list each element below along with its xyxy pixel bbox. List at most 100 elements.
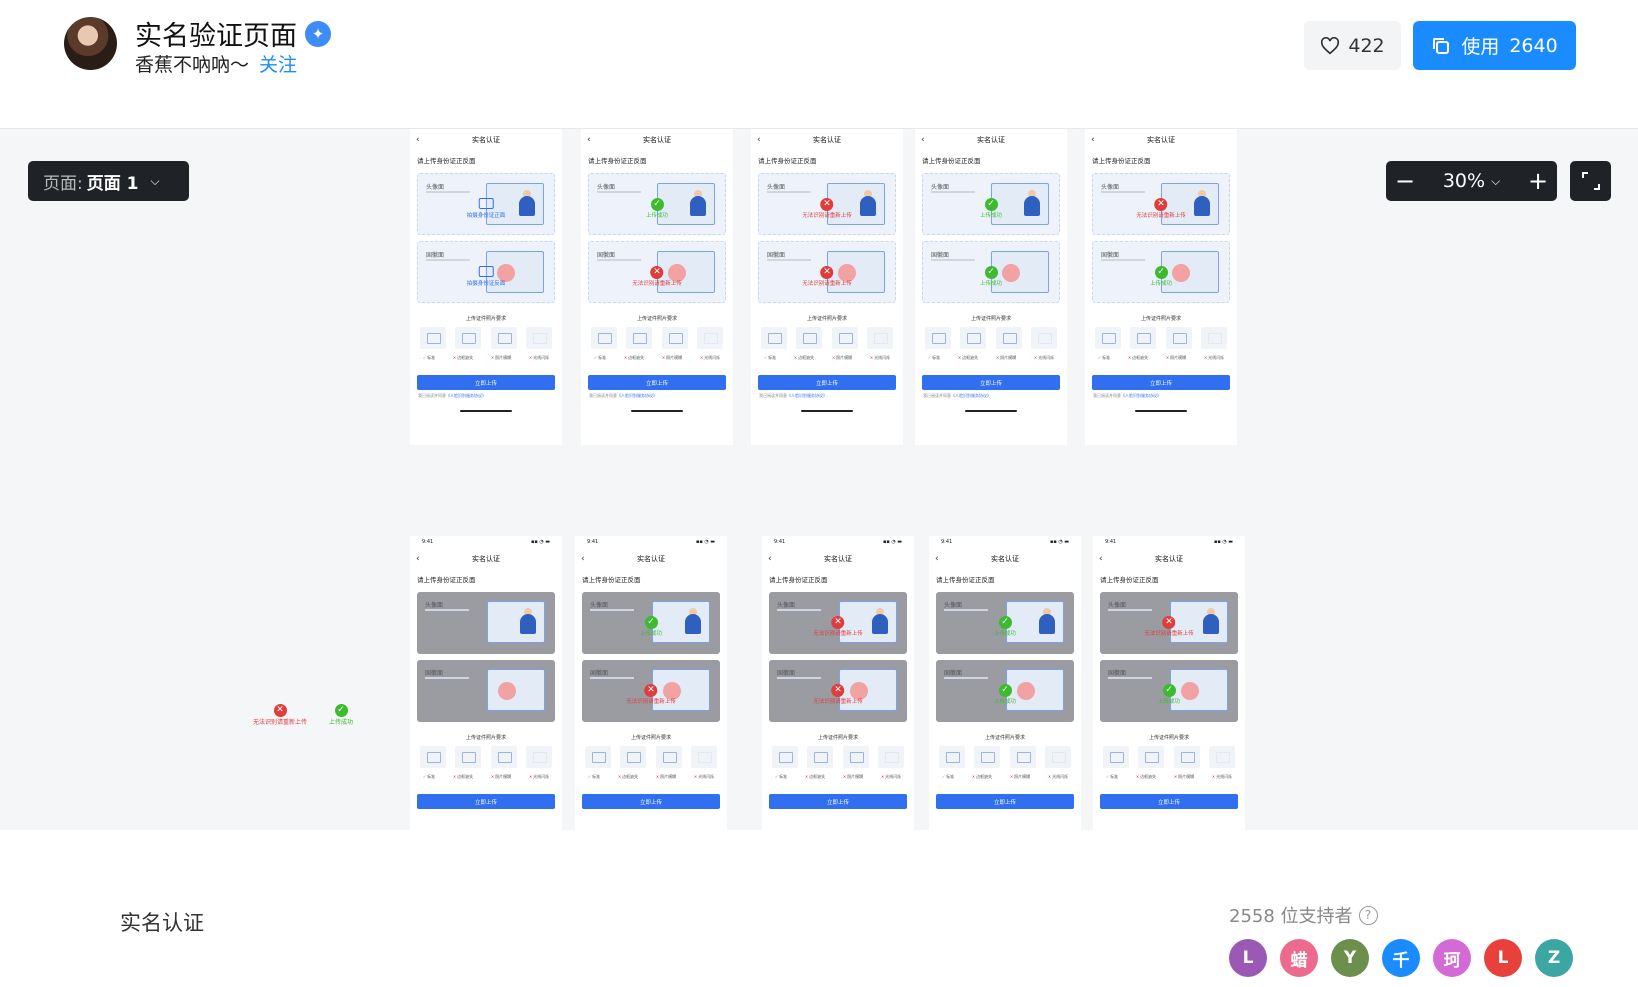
upload-heading: 请上传身份证正反面 xyxy=(922,157,981,165)
help-icon[interactable]: ? xyxy=(1358,905,1378,925)
requirement-flag: ✕光线闪烁 xyxy=(699,355,721,360)
screen-artboard[interactable]: ‹ 实名认证 请上传身份证正反面 头像面 ✓ 上传成功 国徽面 ✕ 无法识别请重新上传 上传证件照… xyxy=(581,129,733,445)
nav-title: 实名认证 xyxy=(1147,136,1175,144)
requirement-flag: ✕光线闪烁 xyxy=(693,774,715,779)
nav-title: 实名认证 xyxy=(977,136,1005,144)
id-upload-card[interactable]: 头像面 ✓ 上传成功 xyxy=(922,173,1060,235)
id-upload-card[interactable]: 头像面 拍摄身份证正面 xyxy=(417,173,555,235)
supporter-avatar[interactable]: 珂 xyxy=(1433,939,1471,977)
follow-link[interactable]: 关注 xyxy=(259,54,298,76)
screen-artboard[interactable]: 9:41 ▪▪ ◔ ▬ ‹ 实名认证 请上传身份证正反面 头像面 ✕ 无法识别请重新上传 国徽面… xyxy=(762,536,914,830)
supporter-avatar[interactable]: 千 xyxy=(1382,939,1420,977)
id-upload-card[interactable]: 头像面 xyxy=(417,592,555,654)
requirement-flag: ✕光线闪烁 xyxy=(1047,774,1069,779)
supporter-avatar[interactable]: Y xyxy=(1331,939,1369,977)
submit-button[interactable]: 立即上传 xyxy=(769,794,907,809)
submit-button[interactable]: 立即上传 xyxy=(922,375,1060,390)
requirement-flags: ✓标准 ✕边框缺失 ✕照片模糊 ✕光线闪烁 xyxy=(762,768,914,786)
use-button[interactable]: 使用 2640 xyxy=(1413,21,1576,70)
screen-artboard[interactable]: 9:41 ▪▪ ◔ ▬ ‹ 实名认证 请上传身份证正反面 头像面 ✓ 上传成功 国徽面 ✓ 上传成功… xyxy=(929,536,1081,830)
requirements-title: 上传证件照片要求 xyxy=(1140,316,1181,322)
upload-heading: 请上传身份证正反面 xyxy=(758,157,817,165)
screen-artboard[interactable]: 9:41 ▪▪ ◔ ▬ ‹ 实名认证 请上传身份证正反面 头像面 ✓ 上传成功 国徽面 ✕ 无法识别… xyxy=(575,536,727,830)
id-upload-card[interactable]: 头像面 ✕ 无法识别请重新上传 xyxy=(769,592,907,654)
emblem-icon xyxy=(498,682,516,700)
back-icon[interactable]: ‹ xyxy=(581,554,585,564)
id-upload-card[interactable]: 国徽面 ✕ 无法识别请重新上传 xyxy=(588,241,726,303)
back-icon[interactable]: ‹ xyxy=(921,135,925,145)
back-icon[interactable]: ‹ xyxy=(1099,554,1103,564)
id-upload-card[interactable]: 国徽面 拍摄身份证反面 xyxy=(417,241,555,303)
id-upload-card[interactable]: 国徽面 xyxy=(417,660,555,722)
upload-status: ✓ 上传成功 xyxy=(1150,266,1172,287)
screen-artboard[interactable]: ‹ 实名认证 请上传身份证正反面 头像面 ✕ 无法识别请重新上传 国徽面 ✓ 上传成功 上传证件照… xyxy=(1085,129,1237,445)
upload-heading: 请上传身份证正反面 xyxy=(1100,576,1159,584)
zoom-out-button[interactable]: − xyxy=(1394,167,1416,195)
id-upload-card[interactable]: 头像面 ✓ 上传成功 xyxy=(588,173,726,235)
screen-artboard[interactable]: ‹ 实名认证 请上传身份证正反面 头像面 ✕ 无法识别请重新上传 国徽面 ✕ 无法识别请重新上传… xyxy=(751,129,903,445)
upload-heading: 请上传身份证正反面 xyxy=(769,576,828,584)
supporter-avatar[interactable]: L xyxy=(1229,939,1267,977)
id-upload-card[interactable]: 国徽面 ✓ 上传成功 xyxy=(1100,660,1238,722)
screen-artboard[interactable]: ‹ 实名认证 请上传身份证正反面 头像面 ✓ 上传成功 国徽面 ✓ 上传成功 上传证件照片要求 ✓标… xyxy=(915,129,1067,445)
nav-title: 实名认证 xyxy=(824,555,852,563)
id-upload-card[interactable]: 头像面 ✓ 上传成功 xyxy=(936,592,1074,654)
emblem-icon xyxy=(1002,264,1020,282)
id-card-illustration xyxy=(486,183,544,225)
back-icon[interactable]: ‹ xyxy=(416,135,420,145)
upload-status: ✓ 上传成功 xyxy=(980,266,1002,287)
page-selector[interactable]: 页面: 页面 1 ⌵ xyxy=(28,161,189,201)
id-upload-card[interactable]: 国徽面 ✓ 上传成功 xyxy=(922,241,1060,303)
zoom-level-dropdown[interactable]: 30% ⌵ xyxy=(1424,170,1519,192)
id-card-illustration xyxy=(1006,601,1064,643)
copy-icon xyxy=(1433,37,1450,54)
use-label: 使用 xyxy=(1461,36,1500,58)
page-selector-label: 页面: xyxy=(43,173,83,194)
author-avatar[interactable] xyxy=(64,17,117,70)
id-card-illustration xyxy=(1170,669,1228,711)
screen-artboard[interactable]: 9:41 ▪▪ ◔ ▬ ‹ 实名认证 请上传身份证正反面 头像面 国徽面 上传证件照片要求 ✓标… xyxy=(410,536,562,830)
emblem-icon xyxy=(1181,682,1199,700)
back-icon[interactable]: ‹ xyxy=(1091,135,1095,145)
requirements-title: 上传证件照片要求 xyxy=(970,316,1011,322)
id-upload-card[interactable]: 头像面 ✕ 无法识别请重新上传 xyxy=(1100,592,1238,654)
status-bar: 9:41 ▪▪ ◔ ▬ xyxy=(1105,539,1233,545)
submit-button[interactable]: 立即上传 xyxy=(1100,794,1238,809)
id-upload-card[interactable]: 国徽面 ✕ 无法识别请重新上传 xyxy=(582,660,720,722)
back-icon[interactable]: ‹ xyxy=(768,554,772,564)
submit-button[interactable]: 立即上传 xyxy=(758,375,896,390)
fullscreen-button[interactable] xyxy=(1570,161,1611,201)
submit-button[interactable]: 立即上传 xyxy=(417,375,555,390)
id-upload-card[interactable]: 头像面 ✓ 上传成功 xyxy=(582,592,720,654)
submit-button[interactable]: 立即上传 xyxy=(1092,375,1230,390)
screen-artboard[interactable]: 9:41 ▪▪ ◔ ▬ ‹ 实名认证 请上传身份证正反面 头像面 ✕ 无法识别请重新上传 国徽面… xyxy=(1093,536,1245,830)
capture-text: 拍摄身份证正面 xyxy=(466,213,506,219)
zoom-in-button[interactable]: + xyxy=(1527,167,1549,195)
like-button[interactable]: 422 xyxy=(1304,21,1401,70)
capture-prompt[interactable]: 拍摄身份证反面 xyxy=(467,266,505,287)
id-upload-card[interactable]: 头像面 ✕ 无法识别请重新上传 xyxy=(1092,173,1230,235)
requirement-flags: ✓标准 ✕边框缺失 ✕照片模糊 ✕光线闪烁 xyxy=(575,768,727,786)
id-upload-card[interactable]: 国徽面 ✕ 无法识别请重新上传 xyxy=(758,241,896,303)
back-icon[interactable]: ‹ xyxy=(757,135,761,145)
nav-bar: ‹ 实名认证 xyxy=(915,129,1067,151)
id-upload-card[interactable]: 国徽面 ✓ 上传成功 xyxy=(936,660,1074,722)
id-upload-card[interactable]: 国徽面 ✕ 无法识别请重新上传 xyxy=(769,660,907,722)
back-icon[interactable]: ‹ xyxy=(587,135,591,145)
capture-prompt[interactable]: 拍摄身份证正面 xyxy=(466,198,506,219)
submit-button[interactable]: 立即上传 xyxy=(936,794,1074,809)
back-icon[interactable]: ‹ xyxy=(416,554,420,564)
design-canvas[interactable]: 页面: 页面 1 ⌵ − 30% ⌵ + ‹ 实名认证 请上传身份证正反面 头像面 拍摄… xyxy=(0,128,1638,830)
submit-button[interactable]: 立即上传 xyxy=(582,794,720,809)
id-upload-card[interactable]: 国徽面 ✓ 上传成功 xyxy=(1092,241,1230,303)
screen-artboard[interactable]: ‹ 实名认证 请上传身份证正反面 头像面 拍摄身份证正面 国徽面 拍摄身份证反面 上传证件照片… xyxy=(410,129,562,445)
submit-button[interactable]: 立即上传 xyxy=(417,794,555,809)
status-text: 上传成功 xyxy=(645,213,669,219)
supporter-avatar[interactable]: L xyxy=(1484,939,1522,977)
supporter-avatar[interactable]: 蜡 xyxy=(1280,939,1318,977)
id-upload-card[interactable]: 头像面 ✕ 无法识别请重新上传 xyxy=(758,173,896,235)
submit-button[interactable]: 立即上传 xyxy=(588,375,726,390)
back-icon[interactable]: ‹ xyxy=(935,554,939,564)
supporter-avatar[interactable]: Z xyxy=(1535,939,1573,977)
author-name[interactable]: 香蕉不吶吶～ xyxy=(135,54,250,76)
